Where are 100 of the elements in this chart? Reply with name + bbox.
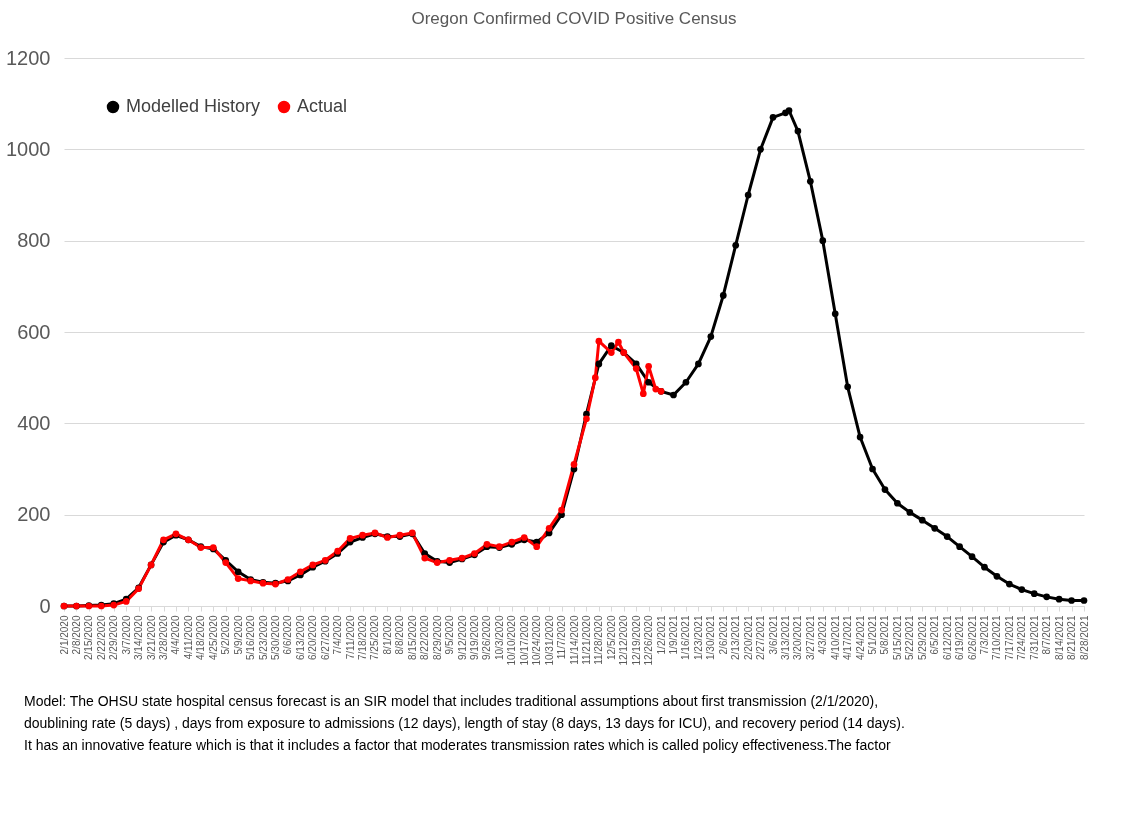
point (645, 362, 652, 370)
point (652, 385, 660, 393)
x-tick-label: 2/22/2020 (95, 615, 107, 660)
x-tick-label: 11/14/2020 (568, 615, 580, 665)
x-tick-label: 7/31/2021 (1028, 615, 1040, 660)
chart-title: Oregon Confirmed COVID Positive Census (411, 9, 737, 28)
point (607, 349, 615, 356)
x-tick-label: 8/8/2020 (394, 615, 406, 655)
x-tick-label: 6/5/2021 (929, 615, 941, 655)
x-tick-label: 8/29/2020 (431, 615, 443, 660)
legend-label: Modelled History (126, 96, 261, 116)
point (583, 415, 590, 423)
text: Model: The OHSU state hospital census forecast is an SIR model that includes traditional assumptions about first transmission (2/1/2020), (24, 693, 879, 709)
x-tick-label: 6/12/2021 (941, 615, 953, 660)
point (533, 543, 541, 550)
x-tick-label: 6/26/2021 (966, 615, 978, 660)
x-tick-label: 5/23/2020 (257, 615, 269, 660)
x-tick-label: 12/19/2020 (630, 615, 642, 666)
x-tick-label: 6/19/2021 (954, 615, 966, 660)
y-tick-label: 600 (17, 320, 51, 343)
x-tick-label: 5/16/2020 (245, 615, 257, 660)
x-tick-label: 7/10/2021 (991, 615, 1003, 660)
x-tick-label: 10/31/2020 (543, 615, 555, 666)
x-tick-label: 3/14/2020 (133, 615, 145, 660)
x-tick-label: 9/12/2020 (456, 615, 468, 660)
x-tick-label: 7/3/2021 (978, 615, 990, 655)
x-tick-label: 9/19/2020 (468, 615, 480, 660)
x-tick-label: 5/30/2020 (269, 615, 281, 660)
point (234, 575, 242, 582)
x-tick-label: 2/27/2021 (755, 615, 767, 660)
x-tick-label: 7/18/2020 (357, 615, 369, 660)
point (615, 338, 622, 346)
x-tick-label: 2/15/2020 (83, 615, 95, 660)
x-tick-label: 3/28/2020 (158, 615, 170, 660)
x-tick-label: 10/17/2020 (518, 615, 530, 666)
x-tick-label: 3/21/2020 (145, 615, 157, 660)
x-tick-label: 5/15/2021 (891, 615, 903, 660)
point (570, 461, 578, 468)
x-tick-label: 1/23/2021 (692, 615, 704, 660)
x-tick-label: 9/5/2020 (444, 615, 456, 655)
point (346, 535, 354, 542)
x-tick-label: 8/1/2020 (381, 615, 393, 655)
x-tick-label: 8/15/2020 (406, 615, 418, 660)
x-tick-label: 6/27/2020 (319, 615, 331, 660)
x-tick-label: 10/10/2020 (506, 615, 518, 666)
y-tick-label: 800 (17, 229, 51, 252)
x-tick-label: 6/13/2020 (294, 615, 306, 660)
point (639, 390, 647, 397)
x-tick-label: 1/30/2021 (705, 615, 717, 660)
x-tick-label: 2/29/2020 (108, 615, 120, 660)
x-tick-label: 4/10/2021 (829, 615, 841, 660)
x-tick-label: 4/4/2020 (170, 615, 182, 655)
x-tick-label: 5/22/2021 (904, 615, 916, 660)
x-tick-label: 7/17/2021 (1003, 615, 1015, 660)
x-tick-label: 11/28/2020 (593, 615, 605, 665)
legend-label: Actual (297, 96, 348, 116)
x-tick-label: 4/25/2020 (207, 615, 219, 660)
x-tick-label: 10/24/2020 (531, 615, 543, 666)
point (545, 525, 553, 532)
x-tick-label: 7/11/2020 (344, 615, 356, 660)
x-tick-label: 3/6/2021 (767, 615, 779, 655)
x-tick-label: 8/14/2021 (1053, 615, 1065, 660)
x-tick-label: 8/7/2021 (1041, 615, 1053, 655)
x-tick-label: 6/6/2020 (282, 615, 294, 655)
x-tick-label: 11/21/2020 (580, 615, 592, 665)
x-tick-label: 5/9/2020 (232, 615, 244, 655)
x-tick-label: 1/16/2021 (680, 615, 692, 660)
x-tick-label: 6/20/2020 (307, 615, 319, 660)
y-tick-label: 200 (17, 503, 51, 526)
x-tick-label: 9/26/2020 (481, 615, 493, 660)
point (558, 506, 565, 514)
x-tick-label: 4/17/2021 (842, 615, 854, 660)
x-tick-label: 8/21/2021 (1066, 615, 1078, 660)
x-tick-label: 5/1/2021 (867, 615, 879, 655)
x-tick-label: 1/2/2021 (655, 615, 667, 655)
x-tick-label: 2/6/2021 (717, 615, 729, 655)
x-tick-label: 2/1/2020 (58, 615, 70, 655)
y-tick-label: 400 (17, 411, 51, 434)
text: It has an innovative feature which is that it includes a factor that moderates transmission rates which is called policy effectiveness.The factor (24, 737, 891, 753)
x-tick-label: 7/25/2020 (369, 615, 381, 660)
x-tick-label: 5/2/2020 (220, 615, 232, 655)
x-tick-label: 3/20/2021 (792, 615, 804, 660)
x-tick-label: 2/8/2020 (70, 615, 82, 655)
x-tick-label: 4/18/2020 (195, 615, 207, 660)
y-tick-label: 0 (39, 594, 51, 617)
x-tick-label: 5/29/2021 (916, 615, 928, 660)
x-tick-label: 2/20/2021 (742, 615, 754, 660)
y-tick-label: 1200 (6, 46, 51, 69)
x-tick-label: 3/27/2021 (804, 615, 816, 660)
x-tick-label: 10/3/2020 (493, 615, 505, 660)
x-tick-label: 8/22/2020 (419, 615, 431, 660)
x-tick-label: 3/13/2021 (779, 615, 791, 660)
x-tick-label: 5/8/2021 (879, 615, 891, 655)
x-tick-label: 12/5/2020 (605, 615, 617, 660)
text: doublining rate (5 days) , days from exposure to admissions (12 days), length of stay (8 days, 13 days for ICU), and recovery period (14 days). (24, 715, 905, 731)
x-tick-label: 4/3/2021 (817, 615, 829, 655)
y-tick-label: 1000 (6, 137, 51, 160)
point (632, 365, 640, 372)
point (591, 374, 599, 382)
x-tick-label: 3/7/2020 (120, 615, 132, 655)
